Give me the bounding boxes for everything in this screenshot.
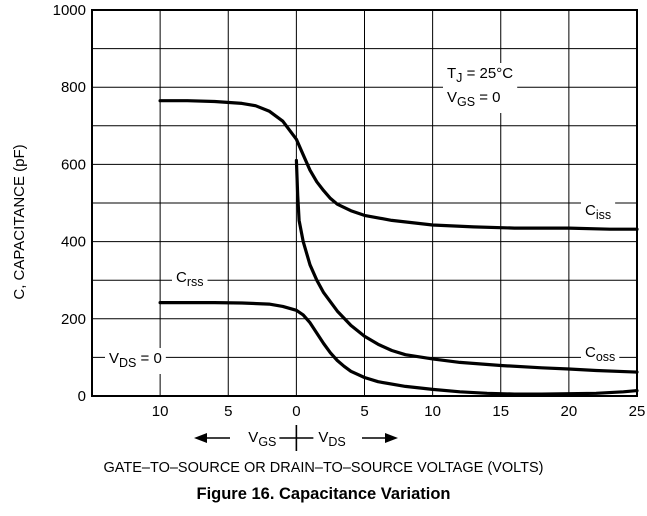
series-label-ciss: Ciss <box>581 200 615 226</box>
x-tick-label: 5 <box>224 403 232 420</box>
direction-indicator: VGS VDS <box>194 425 398 451</box>
curve-coss <box>296 161 637 373</box>
x-tick-label: 0 <box>292 403 300 420</box>
x-tick-label: 10 <box>424 403 441 420</box>
y-tick-label: 600 <box>61 156 86 173</box>
right-arrow-head <box>385 433 398 443</box>
x-axis-label: GATE–TO–SOURCE OR DRAIN–TO–SOURCE VOLTAG… <box>0 460 647 476</box>
y-tick-label: 400 <box>61 234 86 251</box>
capacitance-chart: 0 200 400 600 800 1000 10 5 0 5 10 15 20 25 C, CAPAC… <box>0 0 647 460</box>
x-tick-label: 20 <box>561 403 578 420</box>
y-tick-label: 1000 <box>53 2 86 19</box>
direction-label-vds: VDS <box>318 429 345 449</box>
condition-1: VGS = 0 <box>443 87 505 113</box>
x-tick-label: 25 <box>629 403 646 420</box>
x-tick-label: 5 <box>360 403 368 420</box>
vds-zero-annotation: VDS = 0 <box>105 348 166 374</box>
y-tick-label: 0 <box>78 388 86 405</box>
series-label-crss: Crss <box>172 267 208 293</box>
y-axis-label: C, CAPACITANCE (pF) <box>11 144 28 299</box>
figure-caption: Figure 16. Capacitance Variation <box>0 485 647 504</box>
condition-0: TJ = 25°C <box>443 63 517 89</box>
curves <box>160 101 637 394</box>
direction-label-vgs: VGS <box>248 429 276 449</box>
y-tick-labels: 0 200 400 600 800 1000 <box>53 2 86 405</box>
curve-crss <box>160 303 637 395</box>
series-label-coss: Coss <box>581 342 619 368</box>
left-arrow-head <box>194 433 207 443</box>
x-tick-label: 10 <box>152 403 169 420</box>
y-tick-label: 200 <box>61 311 86 328</box>
grid <box>92 10 637 396</box>
y-tick-label: 800 <box>61 79 86 96</box>
x-tick-labels: 10 5 0 5 10 15 20 25 <box>152 403 646 420</box>
x-tick-label: 15 <box>492 403 509 420</box>
curve-ciss <box>160 101 637 230</box>
